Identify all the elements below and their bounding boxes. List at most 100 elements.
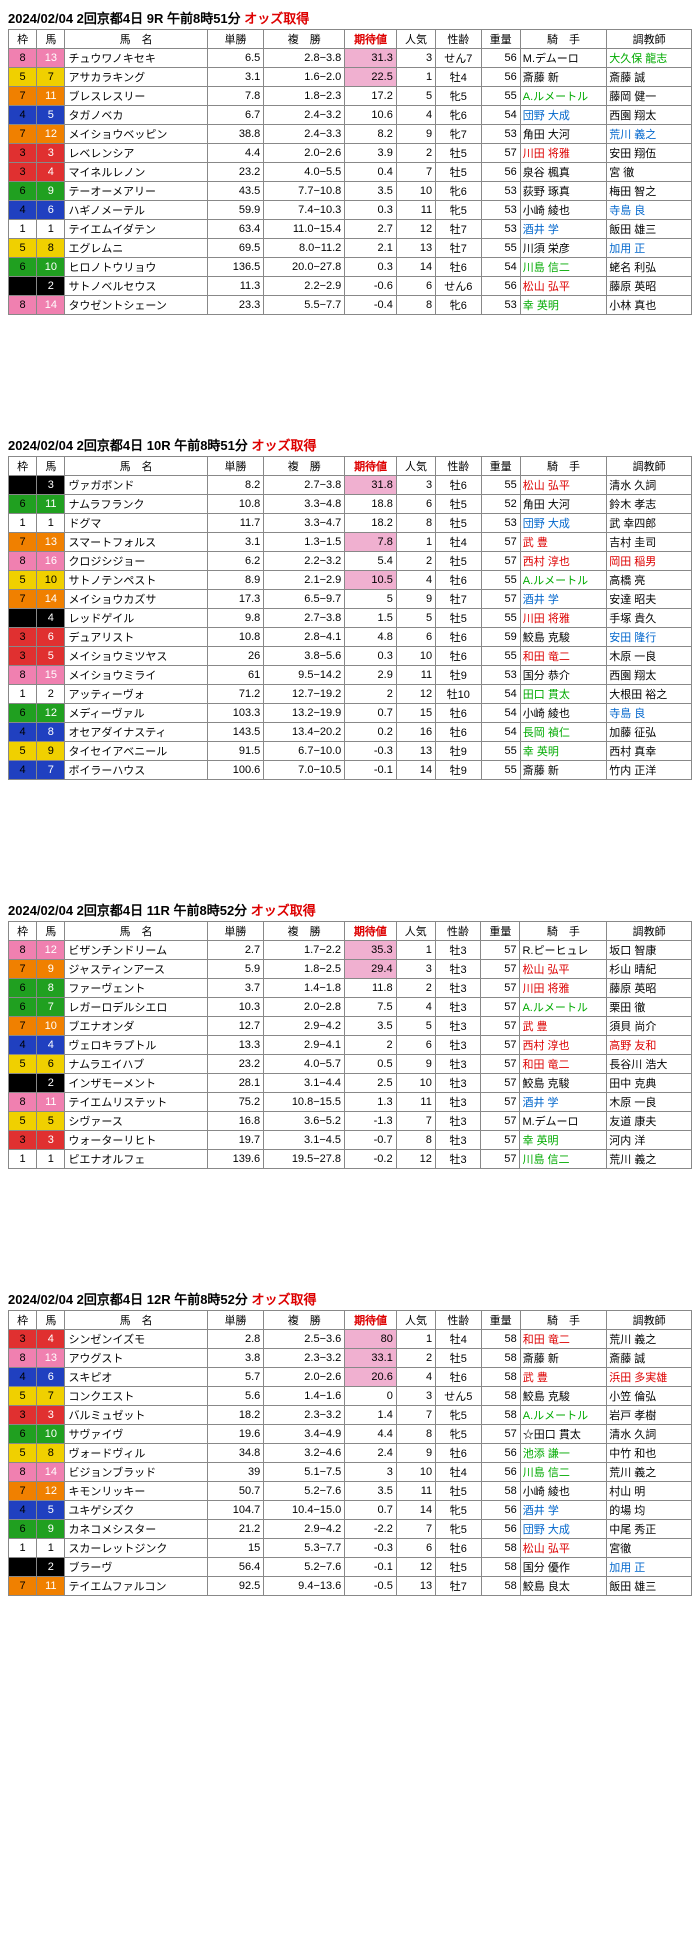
jockey: 酒井 学 <box>520 590 606 609</box>
tansho-odds: 2.8 <box>207 1330 263 1349</box>
trainer: 手塚 貴久 <box>607 609 692 628</box>
umaban-cell: 2 <box>37 1558 65 1577</box>
horse-name: シンゼンイズモ <box>65 1330 207 1349</box>
sex-age: 牡7 <box>436 239 481 258</box>
odds-label: オッズ取得 <box>244 11 309 26</box>
expected-value: 0.4 <box>345 163 397 182</box>
jockey: 斎藤 新 <box>520 761 606 780</box>
fukusho-odds: 2.5−3.6 <box>264 1330 345 1349</box>
table-row: 57コンクエスト5.61.4−1.603せん558鮫島 克駿小笠 倫弘 <box>9 1387 692 1406</box>
fukusho-odds: 2.1−2.9 <box>264 571 345 590</box>
table-row: 814ビジョンブラッド395.1−7.5310牡456川島 信二荒川 義之 <box>9 1463 692 1482</box>
fukusho-odds: 10.8−15.5 <box>264 1093 345 1112</box>
umaban-cell: 2 <box>37 1074 65 1093</box>
sex-age: 牡10 <box>436 685 481 704</box>
waku-cell: 1 <box>9 514 37 533</box>
horse-name: ヒロノトウリョウ <box>65 258 207 277</box>
tansho-odds: 139.6 <box>207 1150 263 1169</box>
table-row: 612メディーヴァル103.313.2−19.90.715牡654小崎 綾也寺島… <box>9 704 692 723</box>
tansho-odds: 5.9 <box>207 960 263 979</box>
horse-name: ドグマ <box>65 514 207 533</box>
weight: 53 <box>481 125 520 144</box>
sex-age: 牡7 <box>436 590 481 609</box>
tansho-odds: 4.4 <box>207 144 263 163</box>
horse-name: ヴェロキラプトル <box>65 1036 207 1055</box>
trainer: 的場 均 <box>607 1501 692 1520</box>
expected-value: 10.5 <box>345 571 397 590</box>
expected-value: 11.8 <box>345 979 397 998</box>
fukusho-odds: 7.7−10.8 <box>264 182 345 201</box>
trainer: 荒川 義之 <box>607 1150 692 1169</box>
expected-value: 2 <box>345 685 397 704</box>
expected-value: 31.8 <box>345 476 397 495</box>
tansho-odds: 10.8 <box>207 495 263 514</box>
table-row: 814タウゼントシェーン23.35.5−7.7-0.48牝653幸 英明小林 真… <box>9 296 692 315</box>
ninki: 1 <box>396 533 435 552</box>
sex-age: 牡6 <box>436 647 481 666</box>
sex-age: 牡5 <box>436 1482 481 1501</box>
tansho-odds: 6.5 <box>207 49 263 68</box>
odds-label: オッズ取得 <box>252 438 317 453</box>
trainer: 寺島 良 <box>607 201 692 220</box>
umaban-cell: 16 <box>37 552 65 571</box>
fukusho-odds: 1.8−2.5 <box>264 960 345 979</box>
sex-age: 牡3 <box>435 941 480 960</box>
ninki: 10 <box>396 182 435 201</box>
col-header: 調教師 <box>607 922 692 941</box>
expected-value: 2.5 <box>345 1074 397 1093</box>
sex-age: 牡5 <box>436 163 481 182</box>
tansho-odds: 63.4 <box>207 220 263 239</box>
waku-cell: 5 <box>9 68 37 87</box>
ninki: 6 <box>396 1539 435 1558</box>
ninki: 9 <box>396 125 435 144</box>
jockey: A.ルメートル <box>520 998 607 1017</box>
umaban-cell: 2 <box>37 685 65 704</box>
trainer: 高橋 亮 <box>607 571 692 590</box>
ninki: 3 <box>396 49 435 68</box>
trainer: 藤岡 健一 <box>607 87 692 106</box>
sex-age: 牡3 <box>435 1036 480 1055</box>
weight: 56 <box>481 1463 520 1482</box>
fukusho-odds: 2.2−2.9 <box>264 277 345 296</box>
jockey: 鮫島 良太 <box>520 1577 606 1596</box>
tansho-odds: 10.3 <box>207 998 263 1017</box>
sex-age: 牡5 <box>436 1558 481 1577</box>
sex-age: 牡6 <box>436 1539 481 1558</box>
expected-value: -0.2 <box>345 1150 397 1169</box>
ninki: 9 <box>396 1444 435 1463</box>
trainer: 斎藤 誠 <box>607 1349 692 1368</box>
sex-age: 牝5 <box>436 1501 481 1520</box>
trainer: 梅田 智之 <box>607 182 692 201</box>
umaban-cell: 12 <box>37 125 65 144</box>
waku-cell: 3 <box>9 1406 37 1425</box>
weight: 55 <box>481 571 520 590</box>
sex-age: 牡9 <box>436 761 481 780</box>
expected-value: 2.4 <box>345 1444 397 1463</box>
sex-age: 牡3 <box>435 1074 480 1093</box>
table-row: 710ブエナオンダ12.72.9−4.23.55牡357武 豊須貝 尚介 <box>9 1017 692 1036</box>
col-header: 重量 <box>481 457 520 476</box>
umaban-cell: 6 <box>37 628 65 647</box>
expected-value: -0.6 <box>345 277 397 296</box>
weight: 57 <box>481 998 520 1017</box>
col-header: 複 勝 <box>264 457 345 476</box>
tansho-odds: 3.7 <box>207 979 263 998</box>
fukusho-odds: 2.9−4.2 <box>264 1017 345 1036</box>
expected-value: 0.7 <box>345 704 397 723</box>
weight: 58 <box>481 1406 520 1425</box>
table-row: 711ブレスレスリー7.81.8−2.317.25牝555A.ルメートル藤岡 健… <box>9 87 692 106</box>
col-header: 単勝 <box>207 922 263 941</box>
table-row: 12アッティーヴォ71.212.7−19.2212牡1054田口 貫太大根田 裕… <box>9 685 692 704</box>
waku-cell: 5 <box>9 1112 37 1131</box>
tansho-odds: 26 <box>207 647 263 666</box>
waku-cell: 7 <box>9 87 37 106</box>
horse-name: キモンリッキー <box>65 1482 207 1501</box>
tansho-odds: 21.2 <box>207 1520 263 1539</box>
horse-name: アッティーヴォ <box>65 685 207 704</box>
waku-cell: 2 <box>9 609 37 628</box>
col-header: 馬 名 <box>65 1311 207 1330</box>
tansho-odds: 61 <box>207 666 263 685</box>
tansho-odds: 2.7 <box>207 941 263 960</box>
trainer: 加用 正 <box>607 239 692 258</box>
weight: 53 <box>481 220 520 239</box>
